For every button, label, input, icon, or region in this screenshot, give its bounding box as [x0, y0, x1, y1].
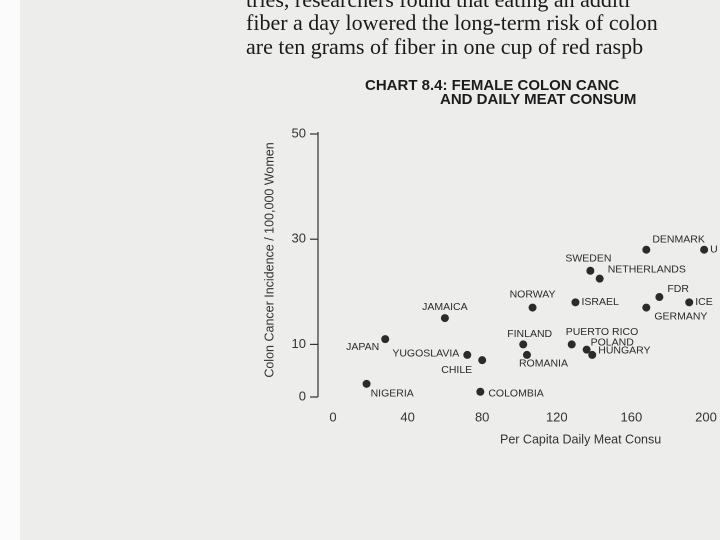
- point-label: COLOMBIA: [488, 388, 543, 400]
- y-tick-label: 30: [292, 231, 306, 246]
- y-tick-label: 10: [292, 336, 306, 351]
- y-tick-label: 0: [299, 388, 306, 403]
- data-point: [519, 340, 528, 349]
- data-point: [582, 345, 591, 354]
- data-point: [595, 274, 604, 283]
- point-label: ISRAEL: [581, 296, 619, 308]
- data-point: [655, 293, 664, 302]
- x-tick-label: 80: [475, 409, 489, 424]
- point-label: FDR: [667, 283, 689, 295]
- point-label: CHILE: [441, 364, 472, 376]
- data-point: [362, 379, 371, 388]
- y-tick-label: 50: [292, 125, 306, 140]
- x-tick-label: 200: [695, 409, 717, 424]
- chart-title: AND DAILY MEAT CONSUM: [440, 91, 636, 108]
- x-tick-label: 160: [621, 409, 643, 424]
- data-point: [586, 266, 595, 275]
- data-point: [700, 245, 709, 254]
- point-label: NIGERIA: [371, 388, 414, 400]
- book-line: are ten grams of fiber in one cup of red…: [246, 34, 643, 59]
- point-label: NORWAY: [510, 288, 556, 300]
- data-point: [685, 298, 694, 307]
- point-label: GERMANY: [654, 310, 707, 322]
- data-point: [642, 245, 651, 254]
- x-tick-label: 120: [546, 409, 568, 424]
- point-label: NETHERLANDS: [608, 263, 686, 275]
- data-point: [567, 340, 576, 349]
- y-axis-title: Colon Cancer Incidence / 100,000 Women: [262, 142, 276, 377]
- point-label: ROMANIA: [519, 358, 568, 370]
- data-point: [463, 350, 472, 359]
- x-axis-title: Per Capita Daily Meat Consu: [500, 432, 661, 446]
- book-line: fiber a day lowered the long-term risk o…: [246, 10, 658, 35]
- point-label: FINLAND: [507, 328, 552, 340]
- point-label: U: [710, 244, 718, 256]
- point-label: JAPAN: [346, 341, 379, 353]
- data-point: [588, 350, 597, 359]
- data-point: [528, 303, 537, 312]
- data-point: [381, 335, 390, 344]
- data-point: [476, 387, 485, 396]
- x-tick-label: 40: [400, 409, 414, 424]
- point-label: DENMARK: [652, 234, 705, 246]
- point-label: JAMAICA: [422, 301, 468, 313]
- data-point: [522, 350, 531, 359]
- point-label: ICE: [695, 296, 713, 308]
- point-label: PUERTO RICO: [566, 326, 639, 338]
- point-label: YUGOSLAVIA: [392, 348, 459, 360]
- data-point: [642, 303, 651, 312]
- point-label: HUNGARY: [598, 345, 650, 357]
- chart-title: CHART 8.4: FEMALE COLON CANC: [365, 77, 619, 94]
- point-label: SWEDEN: [565, 253, 611, 265]
- page-edge: [0, 0, 20, 540]
- data-point: [440, 314, 449, 323]
- data-point: [571, 298, 580, 307]
- data-point: [478, 356, 487, 365]
- x-tick-label: 0: [329, 409, 336, 424]
- book-line: tries, researchers found that eating an …: [246, 0, 630, 12]
- point-label: POLAND: [591, 336, 635, 348]
